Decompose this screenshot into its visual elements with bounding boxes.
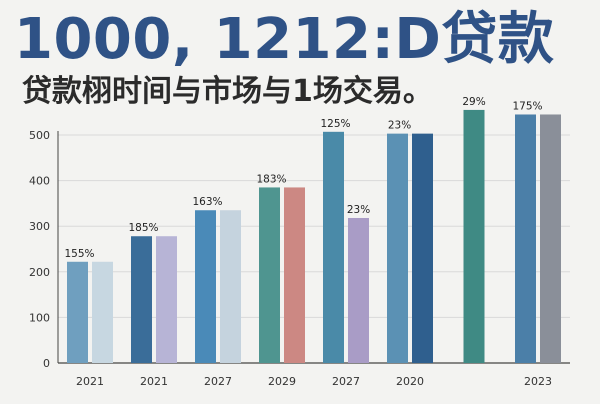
bar [412, 133, 433, 363]
chart-title: 1000, 1212:D贷款 [14, 7, 555, 72]
bar [323, 131, 344, 363]
x-tick-label: 2027 [204, 375, 232, 388]
data-label: 163% [192, 196, 222, 208]
data-label: 175% [512, 100, 542, 112]
x-tick-label: 2029 [268, 375, 296, 388]
y-tick-label: 200 [29, 266, 50, 279]
x-tick-label: 2027 [332, 375, 360, 388]
bar [259, 187, 280, 363]
x-tick-label: 2021 [140, 375, 168, 388]
data-label: 185% [128, 222, 158, 234]
x-tick-label: 2021 [76, 375, 104, 388]
bar [515, 114, 536, 363]
data-label: 29% [462, 96, 485, 108]
data-label: 183% [256, 173, 286, 185]
chart-subtitle: 贷款栩时间与市场与1场交易。 [22, 74, 433, 109]
data-label: 23% [388, 120, 411, 132]
bar [195, 210, 216, 363]
bar [131, 236, 152, 363]
data-label: 125% [320, 118, 350, 130]
y-tick-label: 0 [43, 357, 50, 370]
x-tick-label: 2020 [396, 375, 424, 388]
bar [540, 114, 561, 363]
y-tick-label: 100 [29, 311, 50, 324]
bar [67, 261, 88, 363]
bar [387, 133, 408, 363]
y-tick-label: 400 [29, 175, 50, 188]
bar [92, 261, 113, 363]
y-tick-label: 300 [29, 220, 50, 233]
data-label: 23% [347, 204, 370, 216]
y-tick-label: 500 [29, 129, 50, 142]
bar [156, 236, 177, 363]
bar [220, 210, 241, 363]
bar [348, 217, 369, 363]
bar [463, 109, 485, 363]
bar [284, 187, 305, 363]
x-tick-label: 2023 [524, 375, 552, 388]
data-label: 155% [64, 248, 94, 260]
